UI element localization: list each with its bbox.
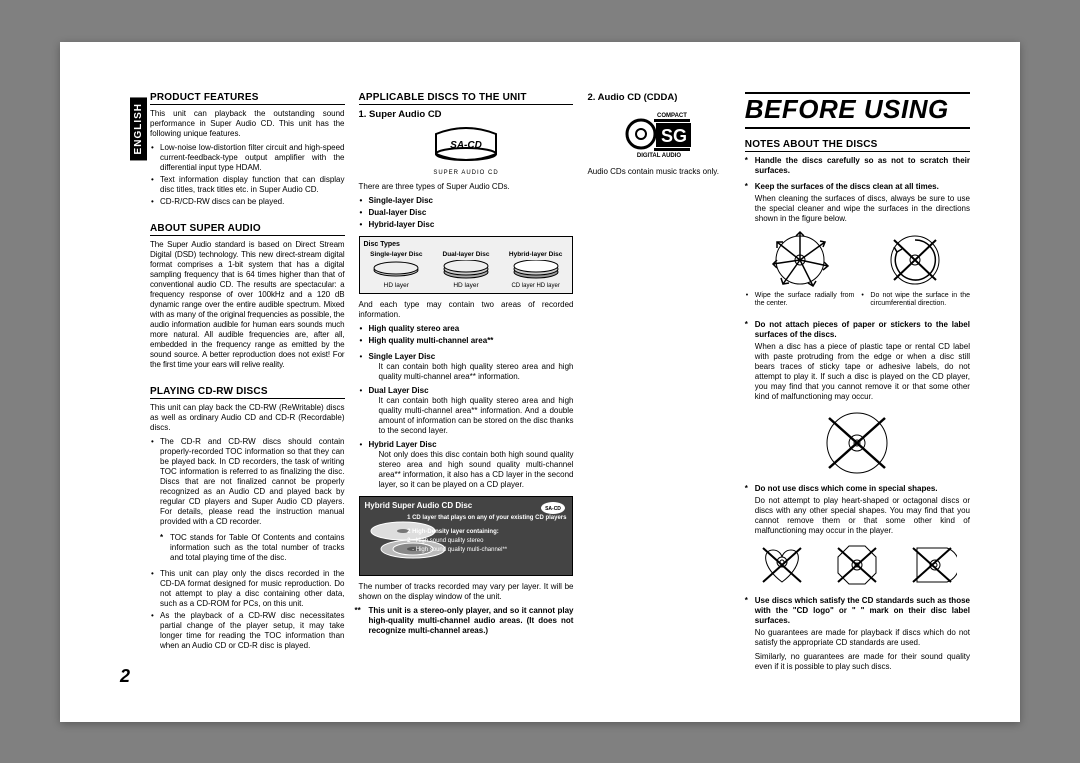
layer-single: Single Layer Disc It can contain both hi…: [359, 352, 574, 382]
asa-body: The Super Audio standard is based on Dir…: [150, 240, 345, 370]
cdrw-list2: This unit can play only the discs record…: [150, 569, 345, 651]
area-item: High quality stereo area: [359, 324, 574, 334]
h-applicable-discs: APPLICABLE DISCS TO THE UNIT: [359, 92, 574, 105]
octagon-shape-icon: [832, 542, 882, 588]
svg-text:SA-CD: SA-CD: [450, 140, 482, 151]
dt-title: Disc Types: [364, 241, 569, 248]
h-playing-cd-rw: PLAYING CD-RW DISCS: [150, 386, 345, 399]
column-3: 2. Audio CD (CDDA) COMPACT SG DIGITAL AU…: [587, 92, 730, 692]
hb-layers-text: 1 CD layer that plays on any of your exi…: [407, 515, 566, 557]
sacd-badge-icon: SA-CD: [540, 501, 566, 515]
type-item: Dual-layer Disc: [359, 208, 574, 218]
cdrw-item: This unit can play only the discs record…: [150, 569, 345, 609]
svg-text:SA-CD: SA-CD: [546, 506, 562, 512]
audio-cd-desc: Audio CDs contain music tracks only.: [587, 167, 730, 177]
areas-list: High quality stereo area High quality mu…: [359, 324, 574, 346]
h-product-features: PRODUCT FEATURES: [150, 92, 345, 105]
note-handle: Handle the discs carefully so as not to …: [745, 156, 970, 176]
sacd-types-intro: There are three types of Super Audio CDs…: [359, 182, 574, 192]
sticker-disc-icon: [817, 408, 897, 478]
layer-dual: Dual Layer Disc It can contain both high…: [359, 386, 574, 436]
heart-shape-icon: [757, 542, 807, 588]
cdrw-intro: This unit can play back the CD-RW (ReWri…: [150, 403, 345, 433]
layer-list: Single Layer Disc It can contain both hi…: [359, 352, 574, 490]
before-using-title: BEFORE USING: [745, 92, 970, 129]
area-item: High quality multi-channel area**: [359, 336, 574, 346]
tracks-note: The number of tracks recorded may vary p…: [359, 582, 574, 602]
pf-item: Low-noise low-distortion filter circuit …: [150, 143, 345, 173]
disc-types-diagram: Disc Types Single-layer Disc HD layer Du…: [359, 236, 574, 294]
wipe-ng: Do not wipe the surface in the circumfer…: [860, 230, 970, 314]
type-item: Single-layer Disc: [359, 196, 574, 206]
page-number: 2: [120, 666, 130, 687]
dt-dual: Dual-layer Disc HD layer: [433, 251, 499, 289]
pf-item: CD-R/CD-RW discs can be played.: [150, 197, 345, 207]
sacd-logo-label: SUPER AUDIO CD: [359, 170, 574, 176]
stereo-only-note: This unit is a stereo-only player, and s…: [359, 606, 574, 636]
type-item: Hybrid-layer Disc: [359, 220, 574, 230]
compact-disc-logo: COMPACT SG DIGITAL AUDIO: [587, 109, 730, 161]
language-tab: ENGLISH: [130, 97, 147, 160]
wipe-diagram: Wipe the surface radially from the cente…: [745, 230, 970, 314]
h-notes-discs: NOTES ABOUT THE DISCS: [745, 139, 970, 152]
wipe-ok: Wipe the surface radially from the cente…: [745, 230, 855, 314]
toc-footnote: TOC stands for Table Of Contents and con…: [160, 533, 345, 563]
sh-sacd: 1. Super Audio CD: [359, 109, 574, 120]
note-shapes: Do not use discs which come in special s…: [745, 484, 970, 536]
hybrid-diagram: Hybrid Super Audio CD Disc SA-CD 1 CD la…: [359, 496, 574, 576]
pf-item: Text information display function that c…: [150, 175, 345, 195]
shapes-diagram: [745, 542, 970, 588]
cdrw-item: The CD-R and CD-RW discs should contain …: [150, 437, 345, 527]
layer-hybrid: Hybrid Layer Disc Not only does this dis…: [359, 440, 574, 490]
svg-text:DIGITAL AUDIO: DIGITAL AUDIO: [637, 153, 682, 159]
partial-shape-icon: [907, 542, 957, 588]
h-about-super-audio: ABOUT SUPER AUDIO: [150, 223, 345, 236]
sh-audio-cd: 2. Audio CD (CDDA): [587, 92, 730, 103]
cdrw-list: The CD-R and CD-RW discs should contain …: [150, 437, 345, 527]
manual-page: ENGLISH PRODUCT FEATURES This unit can p…: [60, 42, 1020, 722]
dt-hybrid: Hybrid-layer Disc CD layer HD layer: [503, 251, 569, 289]
pf-intro: This unit can playback the outstanding s…: [150, 109, 345, 139]
dt-single: Single-layer Disc HD layer: [364, 251, 430, 289]
areas-intro: And each type may contain two areas of r…: [359, 300, 574, 320]
columns: PRODUCT FEATURES This unit can playback …: [110, 92, 970, 692]
column-2: APPLICABLE DISCS TO THE UNIT 1. Super Au…: [359, 92, 574, 692]
note-stickers: Do not attach pieces of paper or sticker…: [745, 320, 970, 402]
svg-text:COMPACT: COMPACT: [657, 113, 687, 119]
pf-list: Low-noise low-distortion filter circuit …: [150, 143, 345, 207]
column-1: PRODUCT FEATURES This unit can playback …: [150, 92, 345, 692]
note-standards: Use discs which satisfy the CD standards…: [745, 596, 970, 672]
sacd-logo: SA-CD SUPER AUDIO CD: [359, 126, 574, 176]
svg-text:SG: SG: [661, 126, 687, 146]
cdrw-item: As the playback of a CD-RW disc necessit…: [150, 611, 345, 651]
column-4: BEFORE USING NOTES ABOUT THE DISCS Handl…: [745, 92, 970, 692]
note-clean: Keep the surfaces of the discs clean at …: [745, 182, 970, 224]
hb-title: Hybrid Super Audio CD Disc: [365, 502, 568, 511]
sacd-types-list: Single-layer Disc Dual-layer Disc Hybrid…: [359, 196, 574, 230]
